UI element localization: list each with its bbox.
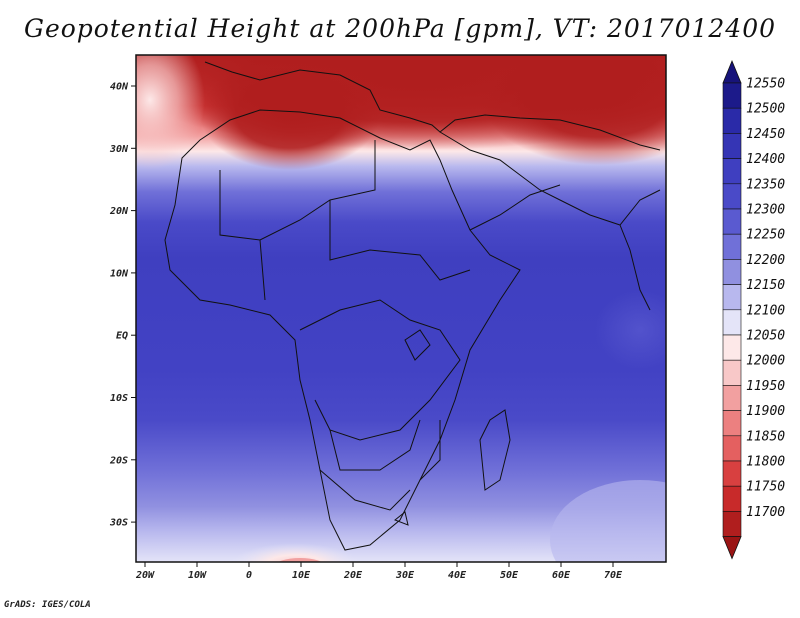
colorbar-swatch (722, 259, 742, 285)
colorbar-level-label: 12100 (746, 303, 785, 318)
colorbar-swatch (722, 107, 742, 134)
colorbar-swatch (722, 385, 742, 411)
lon-tick-label: 40E (448, 570, 467, 581)
map-frame (135, 54, 667, 563)
colorbar-swatch (722, 158, 742, 185)
grads-credit: GrADS: IGES/COLA (4, 600, 91, 610)
lon-tick-label: 30E (395, 570, 415, 581)
longitude-axis: 20W 10W 0 10E 20E 30E 40E 50E 60E 70E (135, 562, 623, 581)
colorbar-level-label: 12300 (746, 203, 785, 218)
colorbar-swatch (722, 435, 742, 462)
colorbar-level-label: 12150 (746, 278, 785, 293)
lat-tick-label: 20N (109, 206, 129, 217)
colorbar-level-label: 11950 (746, 379, 785, 394)
colorbar-level-label: 11800 (746, 455, 785, 470)
colorbar-bottom-arrow (722, 536, 742, 560)
lat-tick-label: 20S (109, 455, 128, 466)
colorbar-level-label: 12200 (746, 253, 785, 268)
colorbar-level-label: 12400 (746, 152, 785, 167)
lon-tick-label: 20E (343, 570, 363, 581)
lon-tick-label: 20W (135, 570, 155, 581)
colorbar-level-label: 12350 (746, 177, 785, 192)
colorbar-swatch (722, 82, 742, 109)
lon-tick-label: 50E (500, 570, 519, 581)
colorbar-swatch (722, 183, 742, 210)
colorbar-level-label: 12500 (746, 102, 785, 117)
colorbar-level-label: 11700 (746, 505, 785, 520)
lon-tick-label: 10W (188, 570, 207, 581)
map-title: Geopotential Height at 200hPa [gpm], VT:… (23, 14, 777, 43)
colorbar-swatch (722, 359, 742, 386)
colorbar-top-arrow (722, 59, 742, 84)
colorbar-swatch (722, 309, 742, 336)
lon-tick-label: 10E (292, 570, 311, 581)
lon-tick-label: 60E (552, 570, 571, 581)
colorbar-swatch (722, 485, 742, 512)
colorbar: 12550 12500 12450 12400 12350 12300 12250 12200… (722, 59, 785, 560)
lat-tick-label: 10N (110, 268, 129, 279)
colorbar-level-label: 12250 (746, 228, 785, 243)
lon-tick-label: 0 (246, 570, 252, 581)
latitude-axis: 40N 30N 20N 10N EQ 10S 20S 30S (109, 82, 136, 529)
colorbar-swatch (722, 410, 742, 437)
lat-tick-label: 30N (109, 144, 129, 155)
colorbar-swatch (722, 208, 742, 235)
colorbar-level-label: 12000 (746, 354, 785, 369)
colorbar-level-label: 12550 (746, 77, 785, 92)
coastlines (164, 61, 661, 551)
height-field (136, 55, 666, 562)
colorbar-swatch (722, 460, 742, 487)
colorbar-level-label: 11750 (746, 480, 785, 495)
colorbar-swatch (722, 133, 742, 159)
colorbar-level-label: 11900 (746, 404, 785, 419)
lon-tick-label: 70E (604, 570, 623, 581)
lat-tick-label: 30S (109, 518, 128, 529)
colorbar-level-label: 12050 (746, 329, 785, 344)
colorbar-level-label: 11850 (746, 429, 785, 444)
colorbar-swatch (722, 233, 742, 260)
colorbar-level-label: 12450 (746, 127, 785, 142)
colorbar-swatch (722, 511, 742, 537)
colorbar-swatch (722, 284, 742, 311)
lat-tick-label: EQ (116, 331, 128, 342)
lat-tick-label: 40N (110, 82, 129, 93)
colorbar-swatch (722, 334, 742, 361)
lat-tick-label: 10S (110, 393, 128, 404)
